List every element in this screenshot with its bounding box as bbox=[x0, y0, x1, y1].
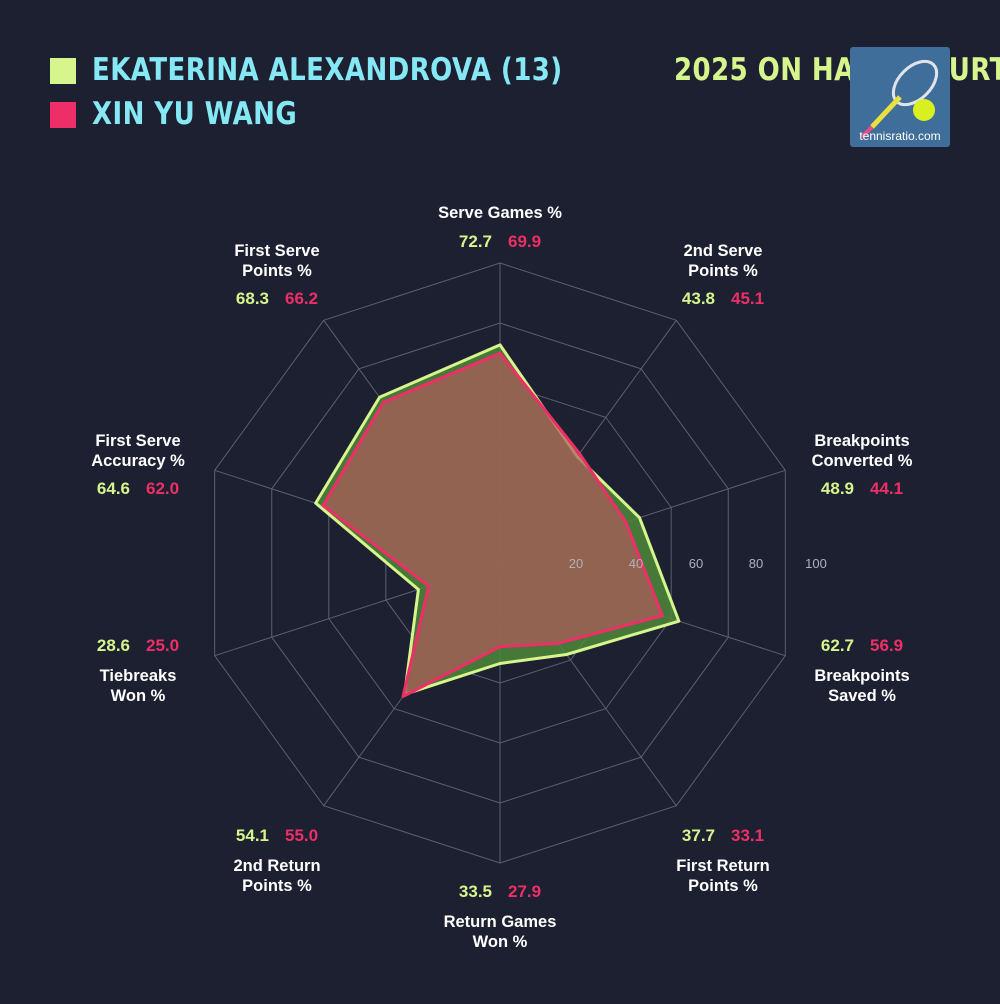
axis-label-line2: Won % bbox=[472, 933, 528, 951]
axis-label: 2nd Serve Points % bbox=[603, 241, 843, 281]
radial-tick-label: 60 bbox=[689, 556, 703, 571]
value-player2: 56.9 bbox=[870, 636, 904, 655]
axis-values: 64.6 62.0 bbox=[18, 479, 258, 499]
axis-label: Tiebreaks Won % bbox=[18, 666, 258, 706]
axis-label-line1: Breakpoints bbox=[814, 667, 910, 685]
logo-text: tennisratio.com bbox=[859, 129, 941, 143]
value-player1: 33.5 bbox=[458, 882, 492, 901]
value-player2: 45.1 bbox=[731, 289, 765, 308]
radial-tick-label: 80 bbox=[749, 556, 763, 571]
axis-label-line1: Serve Games % bbox=[438, 204, 562, 222]
axis-label-line2: Points % bbox=[688, 877, 758, 895]
value-player1: 68.3 bbox=[235, 289, 269, 308]
axis-label: Serve Games % bbox=[380, 203, 620, 223]
axis-label-line1: First Return bbox=[676, 857, 770, 875]
axis-label-line1: First Serve bbox=[234, 242, 320, 260]
player2-name: XIN YU WANG bbox=[92, 96, 298, 132]
value-player1: 62.7 bbox=[820, 636, 854, 655]
axis-label-line1: Tiebreaks bbox=[99, 667, 177, 685]
axis-label-line2: Points % bbox=[242, 877, 312, 895]
axis-label-line2: Points % bbox=[242, 262, 312, 280]
value-player2: 44.1 bbox=[870, 479, 904, 498]
value-player2: 33.1 bbox=[731, 826, 765, 845]
axis-label-line2: Saved % bbox=[828, 687, 896, 705]
axis-label-line1: Return Games bbox=[443, 913, 557, 931]
value-player1: 54.1 bbox=[235, 826, 269, 845]
racket-icon bbox=[860, 59, 939, 139]
axis-values: 28.6 25.0 bbox=[18, 636, 258, 656]
axis-label-line2: Points % bbox=[688, 262, 758, 280]
axis-values: 54.1 55.0 bbox=[157, 826, 397, 846]
value-player1: 64.6 bbox=[96, 479, 130, 498]
value-player1: 72.7 bbox=[458, 232, 492, 251]
legend-swatch-player2 bbox=[50, 101, 76, 128]
axis-values: 43.8 45.1 bbox=[603, 289, 843, 309]
radial-tick-label: 20 bbox=[569, 556, 583, 571]
value-player2: 25.0 bbox=[146, 636, 180, 655]
axis-label-line1: First Serve bbox=[95, 432, 181, 450]
axis-label-line1: 2nd Serve bbox=[683, 242, 763, 260]
value-player2: 69.9 bbox=[508, 232, 542, 251]
axis-label: Return Games Won % bbox=[380, 912, 620, 952]
radial-tick-label: 40 bbox=[629, 556, 643, 571]
axis-values: 37.7 33.1 bbox=[603, 826, 843, 846]
axis-label-line2: Won % bbox=[110, 687, 166, 705]
value-player2: 62.0 bbox=[146, 479, 180, 498]
axis-label-line2: Accuracy % bbox=[91, 452, 185, 470]
axis-label-line1: Breakpoints bbox=[814, 432, 910, 450]
axis-label: 2nd Return Points % bbox=[157, 856, 397, 896]
player1-name: EKATERINA ALEXANDROVA (13) bbox=[92, 52, 563, 88]
value-player1: 28.6 bbox=[96, 636, 130, 655]
axis-values: 72.7 69.9 bbox=[380, 232, 620, 252]
value-player2: 55.0 bbox=[285, 826, 319, 845]
axis-values: 48.9 44.1 bbox=[742, 479, 982, 499]
axis-label-line1: 2nd Return bbox=[233, 857, 321, 875]
value-player2: 66.2 bbox=[285, 289, 319, 308]
value-player1: 48.9 bbox=[820, 479, 854, 498]
axis-label: Breakpoints Saved % bbox=[742, 666, 982, 706]
series-area-2 bbox=[321, 351, 664, 698]
legend-row-player2: XIN YU WANG bbox=[50, 99, 336, 130]
axis-label: First Serve Accuracy % bbox=[18, 431, 258, 471]
axis-label: First Return Points % bbox=[603, 856, 843, 896]
value-player1: 43.8 bbox=[681, 289, 715, 308]
axis-values: 62.7 56.9 bbox=[742, 636, 982, 656]
axis-values: 33.5 27.9 bbox=[380, 882, 620, 902]
axis-label-line2: Converted % bbox=[811, 452, 913, 470]
value-player2: 27.9 bbox=[508, 882, 542, 901]
axis-label: Breakpoints Converted % bbox=[742, 431, 982, 471]
legend-swatch-player1 bbox=[50, 57, 76, 84]
radial-tick-label: 100 bbox=[805, 556, 827, 571]
value-player1: 37.7 bbox=[681, 826, 715, 845]
axis-label: First Serve Points % bbox=[157, 241, 397, 281]
axis-values: 68.3 66.2 bbox=[157, 289, 397, 309]
tennisratio-logo[interactable]: tennisratio.com bbox=[850, 47, 950, 147]
